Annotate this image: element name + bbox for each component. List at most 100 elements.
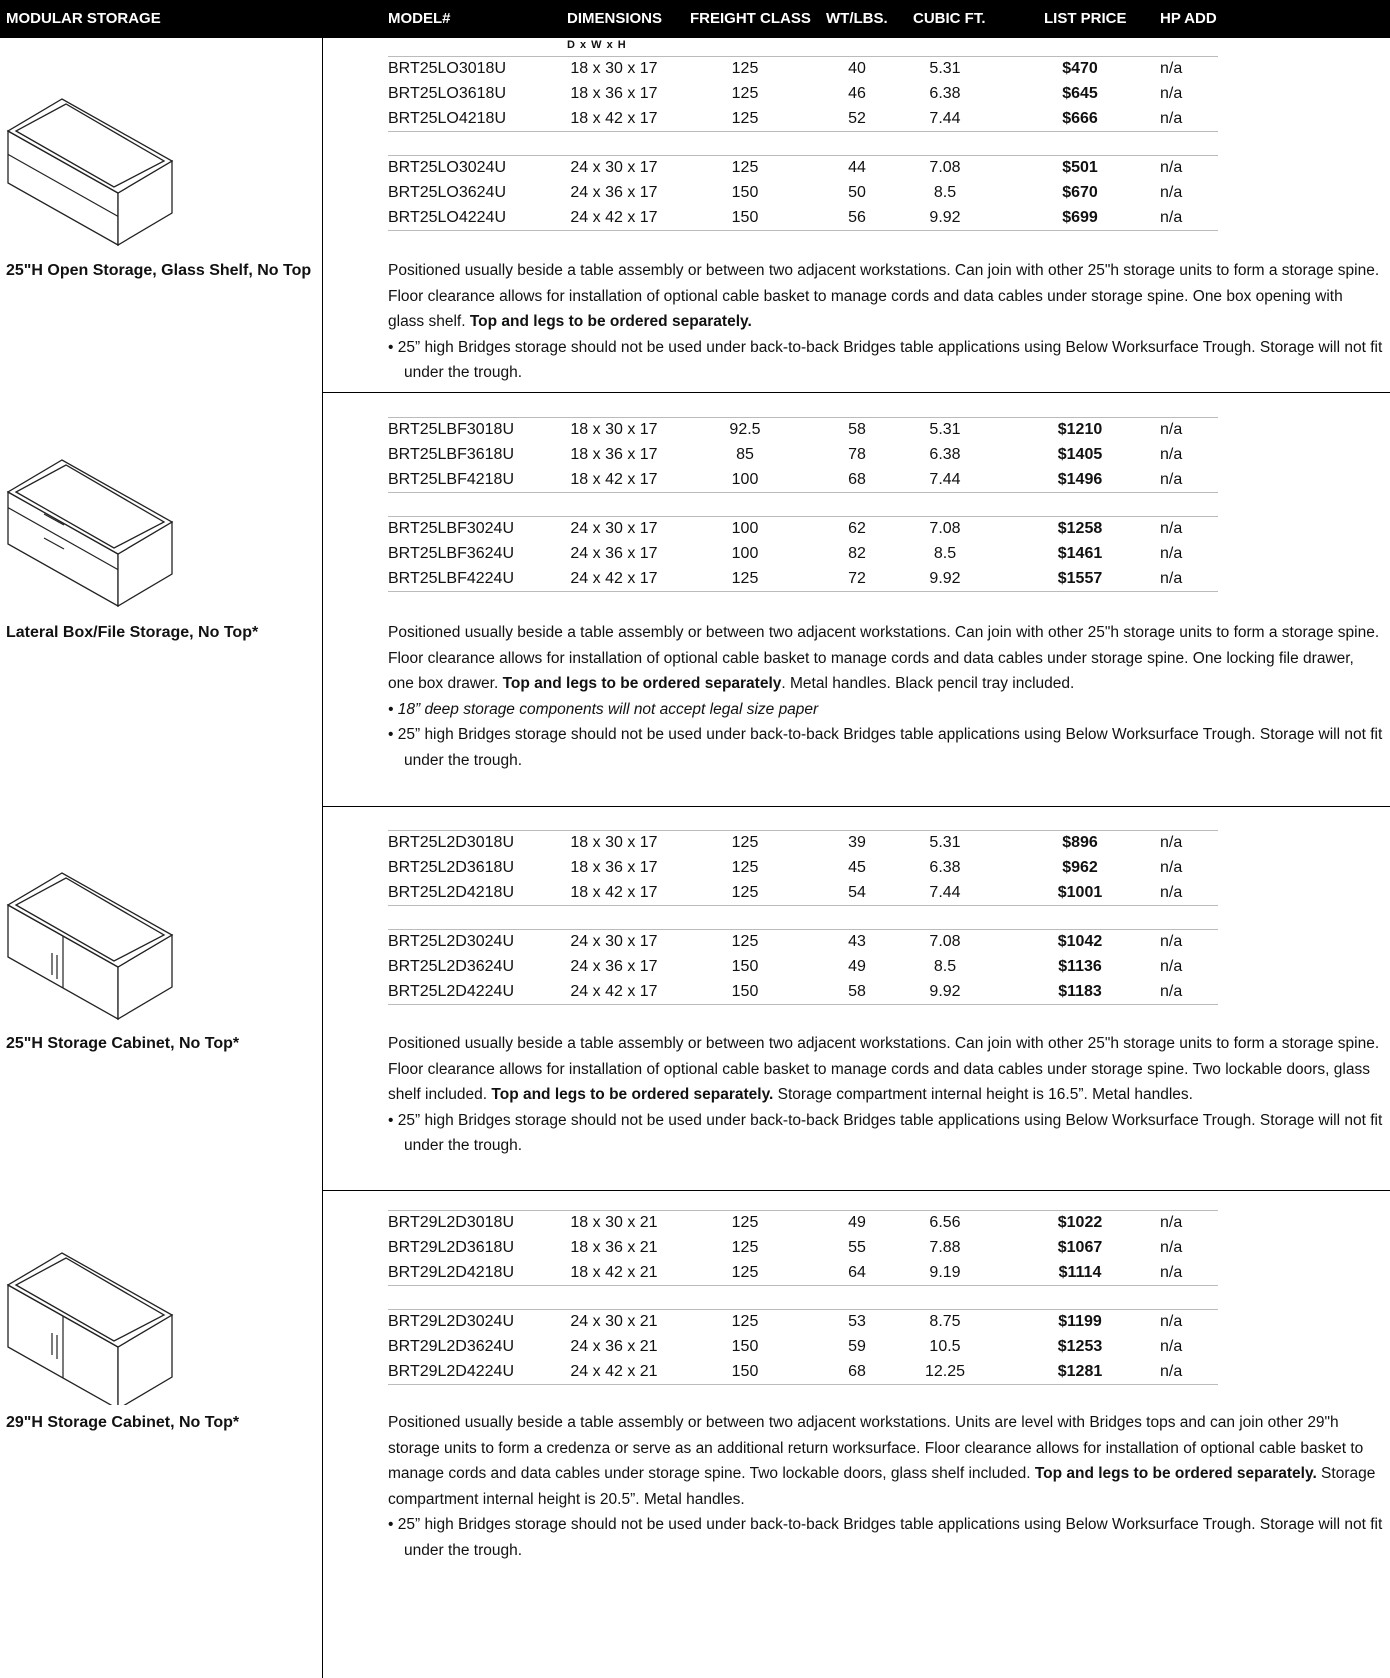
description: Positioned usually beside a table assemb… bbox=[388, 258, 1383, 386]
table-cell: 52 bbox=[848, 110, 866, 127]
table-cell: n/a bbox=[1160, 520, 1183, 537]
column-header: HP ADD bbox=[1160, 10, 1217, 27]
table-cell: BRT29L2D3624U bbox=[388, 1338, 515, 1355]
column-divider bbox=[322, 38, 323, 1678]
table-cell: $1114 bbox=[1058, 1264, 1102, 1281]
description-paragraph: Positioned usually beside a table assemb… bbox=[388, 258, 1383, 335]
table-cell: BRT25LBF4224U bbox=[388, 570, 514, 587]
table-cell: 125 bbox=[731, 110, 759, 127]
table-cell: 6.38 bbox=[929, 85, 961, 102]
group-rule bbox=[388, 591, 1218, 592]
group-rule bbox=[388, 131, 1218, 132]
table-cell: $1496 bbox=[1057, 471, 1103, 488]
description-text: . Metal handles. Black pencil tray inclu… bbox=[781, 675, 1075, 692]
table-cell: 18 x 36 x 17 bbox=[570, 446, 658, 463]
table-cell: $1022 bbox=[1057, 1214, 1103, 1231]
note: • 25” high Bridges storage should not be… bbox=[388, 338, 1383, 382]
group-rule bbox=[388, 56, 1218, 57]
table-cell: 24 x 30 x 21 bbox=[570, 1313, 658, 1330]
description: Positioned usually beside a table assemb… bbox=[388, 620, 1383, 773]
section-divider bbox=[322, 392, 1390, 393]
table-cell: 18 x 30 x 17 bbox=[570, 60, 658, 77]
section-caption: 29"H Storage Cabinet, No Top* bbox=[6, 1414, 240, 1431]
table-cell: 150 bbox=[731, 1363, 759, 1380]
column-header: WT/LBS. bbox=[826, 10, 888, 27]
table-cell: 125 bbox=[731, 834, 759, 851]
table-cell: n/a bbox=[1160, 209, 1183, 226]
table-cell: $1253 bbox=[1057, 1338, 1103, 1355]
description-text: Top and legs to be ordered separately. bbox=[469, 313, 752, 330]
table-cell: BRT25L2D3618U bbox=[388, 859, 515, 876]
section-divider bbox=[322, 1190, 1390, 1191]
table-cell: 24 x 36 x 17 bbox=[570, 545, 658, 562]
section-caption: Lateral Box/File Storage, No Top* bbox=[6, 624, 259, 641]
table-cell: 125 bbox=[731, 884, 759, 901]
table-cell: n/a bbox=[1160, 983, 1183, 1000]
table-cell: 100 bbox=[731, 520, 759, 537]
description-paragraph: Positioned usually beside a table assemb… bbox=[388, 1031, 1383, 1108]
table-cell: 125 bbox=[731, 570, 759, 587]
table-cell: BRT29L2D3018U bbox=[388, 1214, 515, 1231]
section-caption: 25"H Storage Cabinet, No Top* bbox=[6, 1035, 240, 1052]
note: • 25” high Bridges storage should not be… bbox=[388, 1516, 1383, 1559]
table-cell: 6.38 bbox=[929, 446, 961, 463]
table-cell: 125 bbox=[731, 85, 759, 102]
description: Positioned usually beside a table assemb… bbox=[388, 1031, 1383, 1159]
table-cell: BRT29L2D4218U bbox=[388, 1264, 515, 1281]
description-text: Storage compartment internal height is 2… bbox=[388, 1465, 1376, 1508]
table-cell: 53 bbox=[848, 1313, 866, 1330]
table-cell: 68 bbox=[848, 1363, 866, 1380]
table-cell: BRT25LO4218U bbox=[388, 110, 506, 127]
table-cell: 55 bbox=[848, 1239, 866, 1256]
group-rule bbox=[388, 417, 1218, 418]
table-cell: 125 bbox=[731, 1239, 759, 1256]
table-cell: $1199 bbox=[1058, 1313, 1102, 1330]
table-cell: n/a bbox=[1160, 570, 1183, 587]
table-cell: 125 bbox=[731, 859, 759, 876]
description-paragraph: Positioned usually beside a table assemb… bbox=[388, 1410, 1383, 1512]
column-header: DIMENSIONS bbox=[567, 10, 663, 27]
table-cell: 24 x 36 x 17 bbox=[570, 184, 658, 201]
column-header: FREIGHT CLASS bbox=[690, 10, 811, 27]
table-cell: n/a bbox=[1160, 110, 1183, 127]
table-cell: 59 bbox=[848, 1338, 866, 1355]
description-text: Storage compartment internal height is 1… bbox=[773, 1086, 1193, 1103]
table-cell: 7.08 bbox=[929, 933, 961, 950]
table-cell: $501 bbox=[1062, 159, 1098, 176]
table-cell: BRT29L2D4224U bbox=[388, 1363, 515, 1380]
table-cell: 24 x 30 x 17 bbox=[570, 933, 658, 950]
description-text: Top and legs to be ordered separately. bbox=[1034, 1465, 1317, 1482]
table-cell: 150 bbox=[731, 209, 759, 226]
table-cell: 150 bbox=[731, 184, 759, 201]
group-rule bbox=[388, 830, 1218, 831]
product-illustration bbox=[6, 459, 174, 608]
table-cell: 18 x 42 x 17 bbox=[570, 110, 658, 127]
table-cell: 82 bbox=[848, 545, 866, 562]
table-cell: $645 bbox=[1062, 85, 1098, 102]
note: • 25” high Bridges storage should not be… bbox=[388, 726, 1383, 769]
table-cell: 54 bbox=[848, 884, 866, 901]
note: • 18” deep storage components will not a… bbox=[388, 700, 819, 718]
group-rule bbox=[388, 1210, 1218, 1211]
table-cell: 39 bbox=[848, 834, 866, 851]
table-cell: 7.44 bbox=[929, 884, 961, 901]
description-text: Positioned usually beside a table assemb… bbox=[388, 1035, 1380, 1103]
table-cell: $470 bbox=[1062, 60, 1098, 77]
table-cell: $666 bbox=[1062, 110, 1098, 127]
table-cell: BRT25L2D4224U bbox=[388, 983, 515, 1000]
table-cell: 150 bbox=[731, 958, 759, 975]
table-cell: 62 bbox=[848, 520, 866, 537]
table-cell: 8.5 bbox=[933, 545, 957, 562]
table-cell: n/a bbox=[1160, 1313, 1183, 1330]
table-cell: 24 x 30 x 17 bbox=[570, 159, 658, 176]
table-cell: 18 x 36 x 17 bbox=[570, 859, 658, 876]
column-header: MODEL# bbox=[388, 10, 451, 27]
table-cell: 92.5 bbox=[729, 421, 761, 438]
column-header: CUBIC FT. bbox=[913, 10, 986, 27]
table-cell: n/a bbox=[1160, 859, 1183, 876]
table-cell: n/a bbox=[1160, 446, 1183, 463]
table-cell: BRT25L2D4218U bbox=[388, 884, 515, 901]
description-text: Positioned usually beside a table assemb… bbox=[388, 1414, 1364, 1482]
table-cell: 49 bbox=[848, 1214, 866, 1231]
table-cell: 56 bbox=[848, 209, 866, 226]
